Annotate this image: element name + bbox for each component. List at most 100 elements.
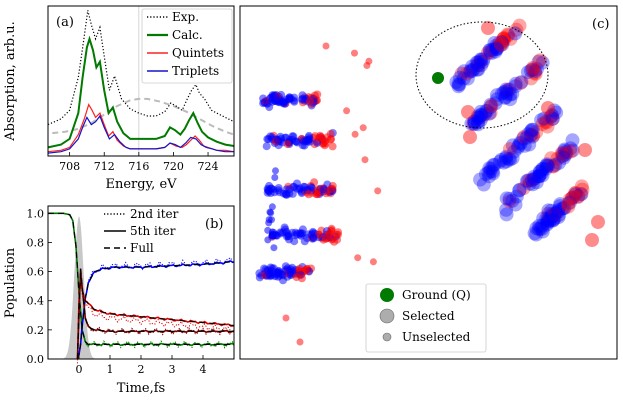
scatter-point-365 xyxy=(351,49,358,57)
scatter-point-604 xyxy=(535,224,550,239)
scatter-point-415 xyxy=(459,66,474,81)
scatter-point-552 xyxy=(516,181,531,196)
scatter-point-620 xyxy=(568,185,583,200)
scatter-point-355 xyxy=(268,203,276,211)
panel-b-xlabel: Time,fs xyxy=(117,381,165,396)
scatter-point-423 xyxy=(452,77,467,92)
series-a-quintets xyxy=(47,103,235,153)
xtick-label-b-3: 3 xyxy=(169,363,176,376)
scatter-point-446 xyxy=(474,108,489,123)
scatter-point-378 xyxy=(489,40,504,55)
scatter-point-458 xyxy=(502,82,517,97)
scatter-point-627 xyxy=(544,203,559,218)
scatter-point-634 xyxy=(575,182,590,197)
scatter-point-631 xyxy=(541,203,556,218)
scatter-point-221 xyxy=(300,237,309,246)
scatter-point-614 xyxy=(574,187,589,202)
scatter-point-598 xyxy=(557,201,572,215)
scatter-point-449 xyxy=(464,116,479,131)
scatter-point-562 xyxy=(545,159,560,174)
xtick-label-a-3: 720 xyxy=(163,160,184,173)
scatter-point-420 xyxy=(489,42,504,56)
scatter-point-591 xyxy=(559,144,574,159)
scatter-point-655 xyxy=(591,215,605,229)
scatter-point-597 xyxy=(573,187,588,202)
scatter-point-464 xyxy=(470,109,485,124)
scatter-point-550 xyxy=(519,174,534,189)
scatter-point-626 xyxy=(551,210,566,224)
legend-a-label-0: Exp. xyxy=(172,10,199,24)
scatter-point-443 xyxy=(499,82,514,97)
scatter-point-473 xyxy=(490,92,504,107)
scatter-point-545 xyxy=(508,197,523,212)
xtick-label-a-0: 708 xyxy=(59,160,80,173)
scatter-point-649 xyxy=(563,195,577,210)
scatter-point-69 xyxy=(280,97,289,106)
legend-b-label-2: Full xyxy=(130,241,154,255)
scatter-point-578 xyxy=(534,166,549,181)
scatter-point-585 xyxy=(502,191,517,206)
scatter-point-606 xyxy=(565,191,580,205)
scatter-point-390 xyxy=(483,45,498,60)
scatter-point-636 xyxy=(532,218,547,233)
scatter-point-57 xyxy=(263,99,272,108)
scatter-point-475 xyxy=(495,86,509,101)
scatter-point-120 xyxy=(276,132,285,141)
scatter-point-370 xyxy=(351,130,359,138)
scatter-point-463 xyxy=(473,104,488,119)
xtick-label-b-1: 1 xyxy=(107,363,114,376)
scatter-point-571 xyxy=(559,146,574,160)
scatter-point-134 xyxy=(288,132,297,141)
scatter-point-428 xyxy=(470,55,485,70)
scatter-point-527 xyxy=(502,142,517,157)
scatter-point-406 xyxy=(495,37,510,52)
scatter-point-623 xyxy=(536,211,551,226)
scatter-point-454 xyxy=(467,114,482,129)
scatter-point-621 xyxy=(529,227,544,242)
scatter-point-275 xyxy=(307,230,316,239)
scatter-point-429 xyxy=(489,42,504,57)
scatter-point-491 xyxy=(521,127,536,141)
scatter-point-416 xyxy=(463,64,478,79)
scatter-point-364 xyxy=(354,254,362,262)
scatter-point-504 xyxy=(499,149,514,164)
scatter-point-58 xyxy=(259,94,268,103)
scatter-point-277 xyxy=(291,231,300,240)
scatter-point-653 xyxy=(541,101,555,115)
scatter-point-563 xyxy=(526,169,541,184)
scatter-point-540 xyxy=(505,151,520,166)
panel-a-legend: Exp. Calc. Quintets Triplets xyxy=(141,8,233,84)
scatter-point-581 xyxy=(527,171,542,186)
scatter-point-480 xyxy=(533,53,547,68)
scatter-point-403 xyxy=(485,42,500,57)
scatter-point-510 xyxy=(507,144,522,159)
scatter-point-516 xyxy=(535,117,550,132)
scatter-point-561 xyxy=(556,148,571,163)
series-a-calc xyxy=(47,35,235,149)
scatter-point-397 xyxy=(501,28,515,43)
scatter-point-567 xyxy=(525,177,540,192)
scatter-point-430 xyxy=(508,26,523,41)
scatter-point-405 xyxy=(457,64,471,79)
panel-b-ylabel: Population xyxy=(3,247,18,318)
scatter-point-450 xyxy=(471,110,486,125)
scatter-point-470 xyxy=(490,88,504,103)
scatter-point-137 xyxy=(328,142,337,151)
scatter-point-646 xyxy=(551,203,566,218)
scatter-point-529 xyxy=(545,111,560,126)
scatter-point-439 xyxy=(525,62,540,77)
scatter-point-382 xyxy=(482,43,497,58)
scatter-point-609 xyxy=(531,222,546,236)
scatter-point-279 xyxy=(325,229,334,238)
scatter-point-391 xyxy=(496,33,511,48)
panel-a: (a) 708 712 716 720 724 Energy, eV Absorptio… xyxy=(3,5,235,192)
scatter-point-523 xyxy=(481,165,496,180)
scatter-point-492 xyxy=(482,161,497,176)
scatter-point-472 xyxy=(499,84,514,99)
scatter-point-481 xyxy=(467,114,482,129)
scatter-point-373 xyxy=(343,107,351,115)
scatter-point-455 xyxy=(470,115,485,130)
scatter-point-377 xyxy=(496,32,511,47)
scatter-point-580 xyxy=(532,169,547,184)
scatter-point-122 xyxy=(262,142,271,151)
